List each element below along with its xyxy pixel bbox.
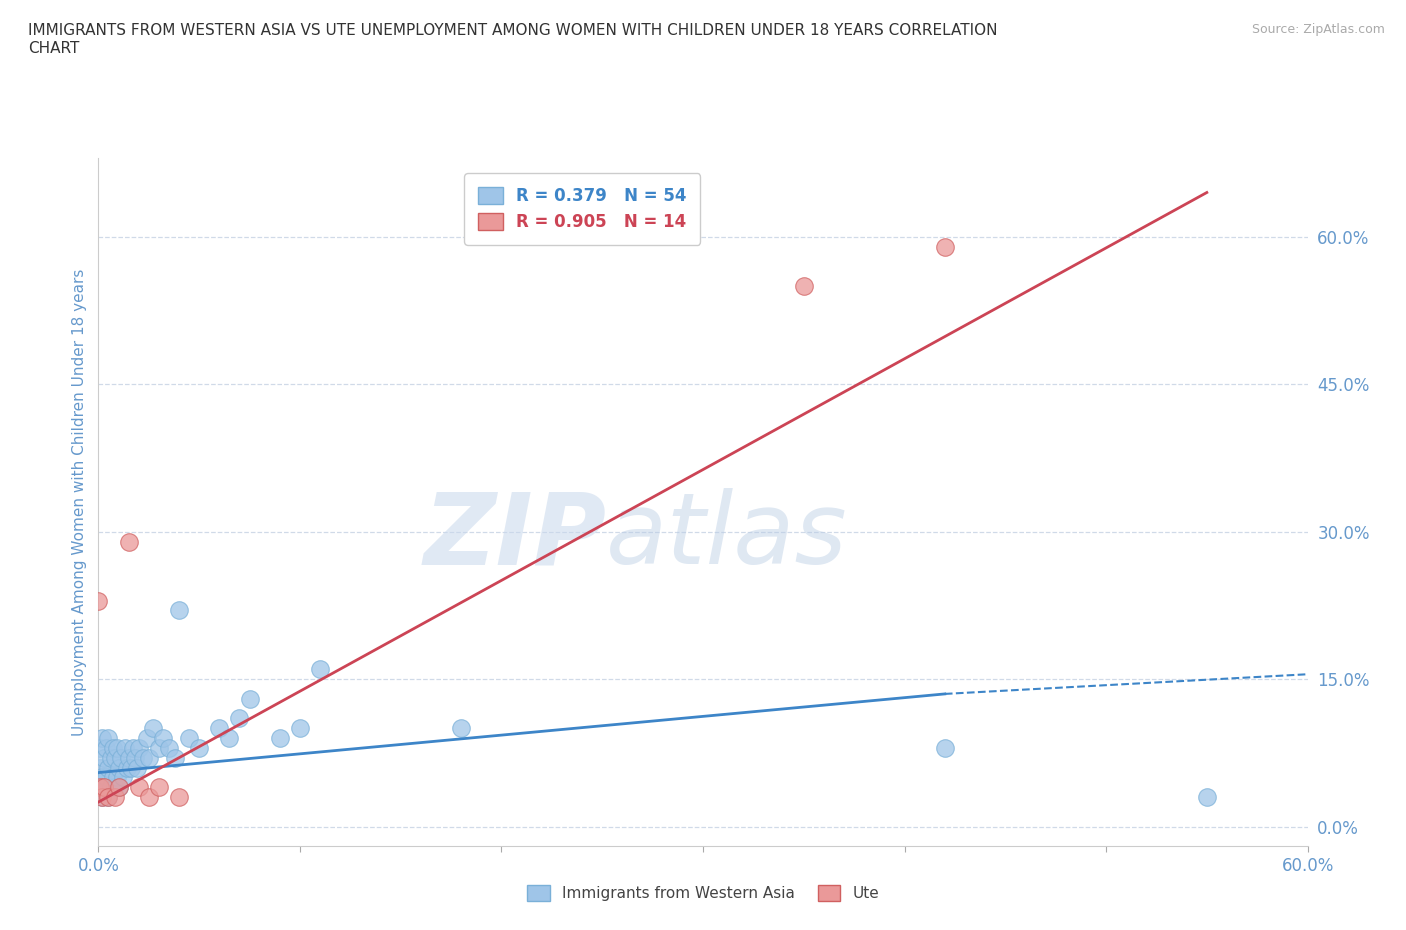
Point [93, 751, 115, 765]
Point [1195, 790, 1218, 804]
Point [120, 760, 142, 775]
Point [124, 751, 146, 765]
Point [132, 751, 155, 765]
Point [93, 780, 115, 795]
Point [239, 691, 262, 706]
Point [793, 278, 815, 293]
Point [107, 760, 129, 775]
Point [218, 731, 240, 746]
Text: atlas: atlas [606, 488, 848, 585]
Point [91, 790, 114, 804]
Point [107, 780, 129, 795]
Point [89, 780, 111, 795]
Point [89, 740, 111, 755]
Point [138, 751, 160, 765]
Point [91, 770, 114, 785]
Point [128, 740, 150, 755]
Point [118, 751, 141, 765]
Point [167, 790, 190, 804]
Point [188, 740, 211, 755]
Point [269, 731, 291, 746]
Point [110, 751, 132, 765]
Point [91, 790, 114, 804]
Point [934, 239, 956, 254]
Point [100, 751, 122, 765]
Point [288, 721, 311, 736]
Point [121, 740, 143, 755]
Point [89, 780, 111, 795]
Point [128, 780, 150, 795]
Point [228, 711, 250, 726]
Point [97, 760, 120, 775]
Point [103, 790, 125, 804]
Point [450, 721, 472, 736]
Point [97, 731, 120, 746]
Point [138, 790, 160, 804]
Point [125, 760, 148, 775]
Point [105, 770, 128, 785]
Point [152, 731, 174, 746]
Point [118, 534, 141, 549]
Point [167, 603, 190, 618]
Point [179, 731, 201, 746]
Point [101, 740, 124, 755]
Legend: Immigrants from Western Asia, Ute: Immigrants from Western Asia, Ute [520, 879, 886, 908]
Point [115, 760, 138, 775]
Point [103, 780, 125, 795]
Point [309, 662, 332, 677]
Point [114, 740, 136, 755]
Point [208, 721, 231, 736]
Point [103, 751, 125, 765]
Point [87, 593, 110, 608]
Point [93, 780, 115, 795]
Point [157, 740, 180, 755]
Point [100, 780, 122, 795]
Text: Source: ZipAtlas.com: Source: ZipAtlas.com [1251, 23, 1385, 36]
Point [107, 780, 129, 795]
Point [97, 790, 120, 804]
Point [934, 740, 956, 755]
Y-axis label: Unemployment Among Women with Children Under 18 years: Unemployment Among Women with Children U… [72, 269, 87, 736]
Point [101, 770, 124, 785]
Text: IMMIGRANTS FROM WESTERN ASIA VS UTE UNEMPLOYMENT AMONG WOMEN WITH CHILDREN UNDER: IMMIGRANTS FROM WESTERN ASIA VS UTE UNEM… [28, 23, 998, 56]
Point [135, 731, 157, 746]
Text: ZIP: ZIP [423, 488, 606, 585]
Point [89, 760, 111, 775]
Point [96, 740, 118, 755]
Point [163, 751, 186, 765]
Point [142, 721, 165, 736]
Point [105, 740, 128, 755]
Point [91, 731, 114, 746]
Point [148, 740, 170, 755]
Point [111, 770, 134, 785]
Point [97, 790, 120, 804]
Point [148, 780, 170, 795]
Point [96, 770, 118, 785]
